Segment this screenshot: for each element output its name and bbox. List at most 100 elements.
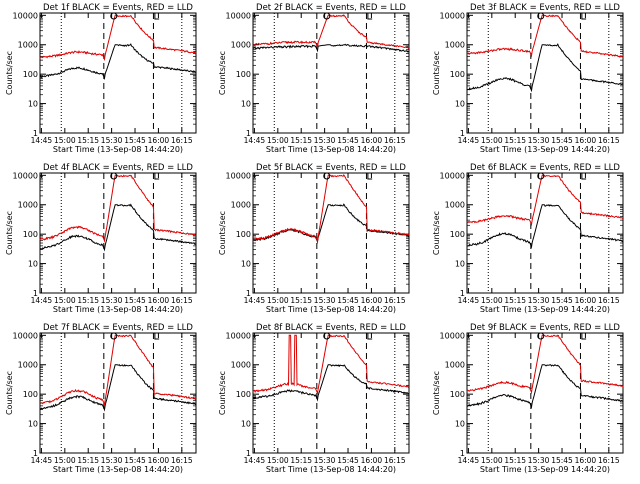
y-tick-label: 1 [460,129,465,138]
series-line-events [39,203,197,252]
y-tick-label: 1 [33,449,38,458]
y-tick-label: 10 [28,100,38,109]
series-line-lld [466,14,624,58]
x-tick-label: 16:15 [171,456,193,465]
y-tick-label: 1000 [18,361,38,370]
y-tick-label: 100 [23,230,38,239]
x-tick-label: 16:00 [148,296,170,305]
bracket-marker [154,333,160,340]
x-axis-label: Start Time (13-Sep-09 14:44:20) [480,145,610,154]
plot-frame [466,12,624,134]
peak-marker [110,332,118,340]
y-tick-label: 1 [33,289,38,298]
x-tick-label: 15:45 [551,296,573,305]
y-tick-label: 100 [450,70,465,79]
plot-frame [39,332,197,454]
chart-title: Det 1f BLACK = Events, RED = LLD [43,3,193,13]
y-tick-label: 10 [455,420,465,429]
y-tick-label: 10000 [440,331,465,340]
x-tick-label: 14:45 [458,296,480,305]
y-tick-label: 10000 [226,11,251,20]
y-tick-label: 100 [450,230,465,239]
x-axis-label: Start Time (13-Sep-08 14:44:20) [53,305,183,314]
series-line-events [252,43,410,53]
x-tick-label: 15:15 [77,296,99,305]
x-tick-label: 15:00 [54,136,76,145]
plot-frame [39,12,197,134]
plot-frame [466,332,624,454]
y-tick-label: 1000 [18,41,38,50]
y-axis-label: Counts/sec [432,51,441,95]
series-line-lld [466,334,624,395]
x-tick-label: 15:00 [481,136,503,145]
x-tick-label: 15:00 [267,136,289,145]
y-tick-label: 1000 [231,41,251,50]
x-tick-label: 16:00 [148,136,170,145]
series-line-lld [252,174,410,244]
chart-panel-7: Det 7f BLACK = Events, RED = LLD 1 10 100 10… [5,323,197,474]
chart-title: Det 6f BLACK = Events, RED = LLD [470,163,620,173]
peak-marker [110,12,118,20]
series-line-events [466,364,624,410]
y-axis-label: Counts/sec [218,371,227,415]
x-tick-label: 15:30 [314,456,336,465]
chart-title: Det 9f BLACK = Events, RED = LLD [470,323,620,333]
y-tick-label: 1 [246,449,251,458]
x-tick-label: 15:00 [54,296,76,305]
x-tick-label: 14:45 [31,136,53,145]
x-tick-label: 15:15 [504,456,526,465]
x-tick-label: 15:45 [551,456,573,465]
x-tick-label: 16:00 [361,456,383,465]
x-tick-label: 15:15 [504,136,526,145]
plot-frame [39,172,197,294]
bracket-marker [367,173,373,180]
y-tick-label: 1 [246,289,251,298]
y-axis-label: Counts/sec [5,51,14,95]
y-tick-label: 10 [241,260,251,269]
x-tick-label: 15:00 [481,456,503,465]
y-tick-label: 100 [23,390,38,399]
bracket-marker [367,333,373,340]
x-tick-label: 15:30 [314,136,336,145]
y-tick-label: 10 [455,100,465,109]
plot-frame [466,172,624,294]
series-line-lld [466,174,624,227]
bracket-marker [367,13,373,20]
y-tick-label: 10000 [440,11,465,20]
y-axis-label: Counts/sec [432,211,441,255]
x-tick-label: 14:45 [244,456,266,465]
y-tick-label: 1 [246,129,251,138]
chart-title: Det 2f BLACK = Events, RED = LLD [256,3,406,13]
y-tick-label: 100 [450,390,465,399]
y-tick-label: 1000 [445,361,465,370]
x-tick-label: 15:30 [314,296,336,305]
y-axis-label: Counts/sec [5,211,14,255]
chart-title: Det 3f BLACK = Events, RED = LLD [470,3,620,13]
x-tick-label: 14:45 [244,136,266,145]
plot-frame [252,172,410,294]
x-tick-label: 15:00 [267,456,289,465]
y-tick-label: 10000 [13,11,38,20]
y-tick-label: 10 [241,420,251,429]
y-tick-label: 10000 [13,171,38,180]
y-axis-label: Counts/sec [5,371,14,415]
x-tick-label: 15:30 [528,296,550,305]
series-line-events [39,43,197,81]
y-tick-label: 1000 [231,201,251,210]
x-tick-label: 15:45 [124,296,146,305]
series-line-events [252,364,410,402]
x-tick-label: 16:00 [575,456,597,465]
peak-marker [323,332,331,340]
x-tick-label: 14:45 [458,136,480,145]
y-tick-label: 10 [28,260,38,269]
x-tick-label: 14:45 [31,456,53,465]
x-tick-label: 15:15 [290,456,312,465]
x-tick-label: 15:45 [337,296,359,305]
x-axis-label: Start Time (13-Sep-09 14:44:20) [480,305,610,314]
x-axis-label: Start Time (13-Sep-08 14:44:20) [266,305,396,314]
x-tick-label: 15:45 [551,136,573,145]
series-line-events [466,43,624,93]
peak-marker [110,172,118,180]
chart-title: Det 4f BLACK = Events, RED = LLD [43,163,193,173]
x-tick-label: 15:00 [54,456,76,465]
